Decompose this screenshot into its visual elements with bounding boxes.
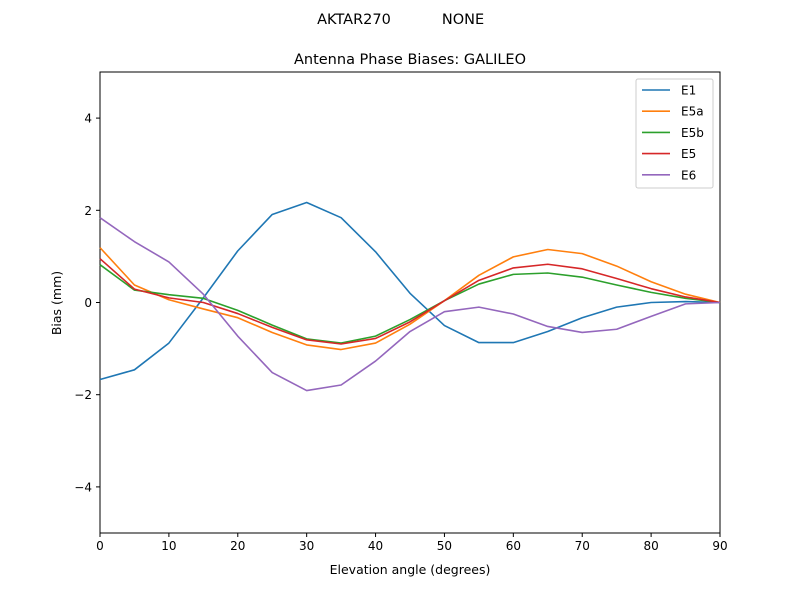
legend-box	[635, 78, 714, 189]
y-tick-label: 0	[84, 296, 92, 310]
x-axis-label: Elevation angle (degrees)	[330, 562, 491, 577]
x-tick-label: 70	[575, 539, 590, 553]
series-line-e5	[99, 258, 721, 345]
x-tick-label: 10	[161, 539, 176, 553]
chart-title: Antenna Phase Biases: GALILEO	[294, 52, 526, 68]
x-tick-label: 80	[643, 539, 658, 553]
plot-area	[99, 71, 721, 534]
x-tick-label: 20	[230, 539, 245, 553]
series-group	[99, 201, 721, 392]
x-tick-label: 30	[299, 539, 314, 553]
x-tick-label: 60	[506, 539, 521, 553]
x-tick-label: 90	[712, 539, 727, 553]
y-tick-label: 4	[84, 112, 92, 126]
x-axis-ticks: 0 10 20 30 40 50 60 70 80 90	[96, 533, 728, 553]
legend-label-e5: E5	[681, 147, 696, 161]
y-tick-label: 2	[84, 204, 92, 218]
y-axis-ticks: −4 −2 0 2 4	[74, 112, 100, 494]
legend-label-e5b: E5b	[681, 126, 704, 140]
y-tick-label: −2	[74, 388, 92, 402]
x-tick-label: 50	[437, 539, 452, 553]
series-line-e6	[99, 217, 721, 392]
legend: E1 E5a E5b E5 E6	[635, 78, 714, 189]
suptitle-left: AKTAR270	[317, 12, 391, 28]
x-tick-label: 0	[96, 539, 104, 553]
plot-frame	[99, 71, 721, 534]
series-line-e5b	[99, 264, 721, 344]
y-axis-label: Bias (mm)	[49, 271, 64, 335]
legend-label-e6: E6	[681, 168, 696, 182]
legend-label-e5a: E5a	[681, 105, 704, 119]
legend-label-e1: E1	[681, 84, 696, 98]
x-tick-label: 40	[368, 539, 383, 553]
suptitle-right: NONE	[442, 12, 484, 28]
y-tick-label: −4	[74, 480, 92, 494]
series-line-e5a	[99, 247, 721, 351]
